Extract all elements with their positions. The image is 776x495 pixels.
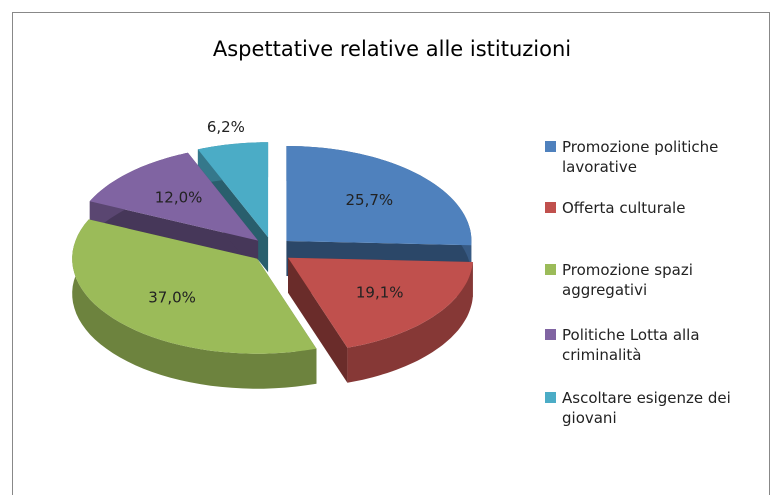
legend-item: Ascoltare esigenze dei giovani <box>545 388 765 428</box>
legend-swatch <box>545 329 556 340</box>
slice-side <box>288 257 348 383</box>
legend-label: Politiche Lotta alla criminalità <box>562 326 700 364</box>
legend-swatch <box>545 202 556 213</box>
slice <box>288 257 473 348</box>
legend-swatch <box>545 264 556 275</box>
legend-item: Politiche Lotta alla criminalità <box>545 325 765 365</box>
data-label: 37,0% <box>148 289 196 307</box>
chart-border <box>12 12 770 495</box>
data-label: 12,0% <box>155 189 203 207</box>
data-label: 19,1% <box>356 284 404 302</box>
legend-item: Promozione politiche lavorative <box>545 137 765 177</box>
data-label: 25,7% <box>345 191 393 209</box>
data-label: 6,2% <box>207 118 245 136</box>
slice <box>197 142 269 238</box>
slice <box>72 219 317 354</box>
slice <box>286 146 472 246</box>
slice-wall <box>347 262 473 383</box>
legend-item: Offerta culturale <box>545 198 765 218</box>
chart-title: Aspettative relative alle istituzioni <box>213 37 571 61</box>
legend-label: Promozione spazi aggregativi <box>562 261 693 299</box>
legend-swatch <box>545 392 556 403</box>
legend-label: Ascoltare esigenze dei giovani <box>562 389 731 427</box>
legend-label: Offerta culturale <box>562 199 686 217</box>
legend-swatch <box>545 141 556 152</box>
slice-wall <box>72 219 317 389</box>
legend-item: Promozione spazi aggregativi <box>545 260 765 300</box>
legend-label: Promozione politiche lavorative <box>562 138 719 176</box>
slice <box>89 152 259 241</box>
